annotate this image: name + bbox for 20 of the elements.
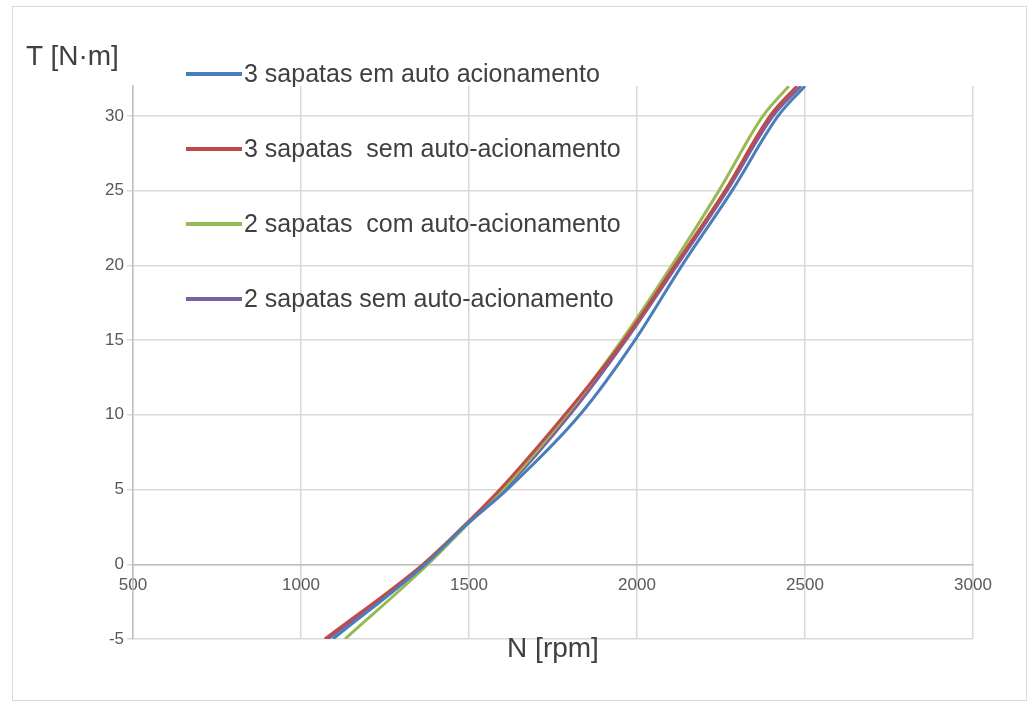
y-tick-label: 30: [105, 105, 124, 125]
y-tick-label: 5: [114, 479, 124, 499]
x-tick-label: 500: [118, 575, 148, 595]
legend-label: 2 sapatas com auto-acionamento: [244, 209, 621, 238]
y-axis-title: T [N·m]: [26, 40, 119, 72]
legend-label: 3 sapatas em auto acionamento: [244, 59, 600, 88]
y-tick-label: 20: [105, 255, 124, 275]
legend-label: 2 sapatas sem auto-acionamento: [244, 284, 614, 313]
y-tick-label: 10: [105, 404, 124, 424]
legend-label: 3 sapatas sem auto-acionamento: [244, 134, 621, 163]
y-tick-label: 15: [105, 329, 124, 349]
x-tick-label: 1000: [282, 575, 320, 595]
y-tick-label: 25: [105, 180, 124, 200]
y-tick-label: 0: [114, 553, 124, 573]
y-tick-label: -5: [108, 628, 124, 648]
x-axis-title: N [rpm]: [507, 632, 599, 663]
x-tick-label: 2500: [786, 575, 824, 595]
x-tick-label: 3000: [954, 575, 992, 595]
x-tick-label: 2000: [618, 575, 656, 595]
x-tick-label: 1500: [450, 575, 488, 595]
